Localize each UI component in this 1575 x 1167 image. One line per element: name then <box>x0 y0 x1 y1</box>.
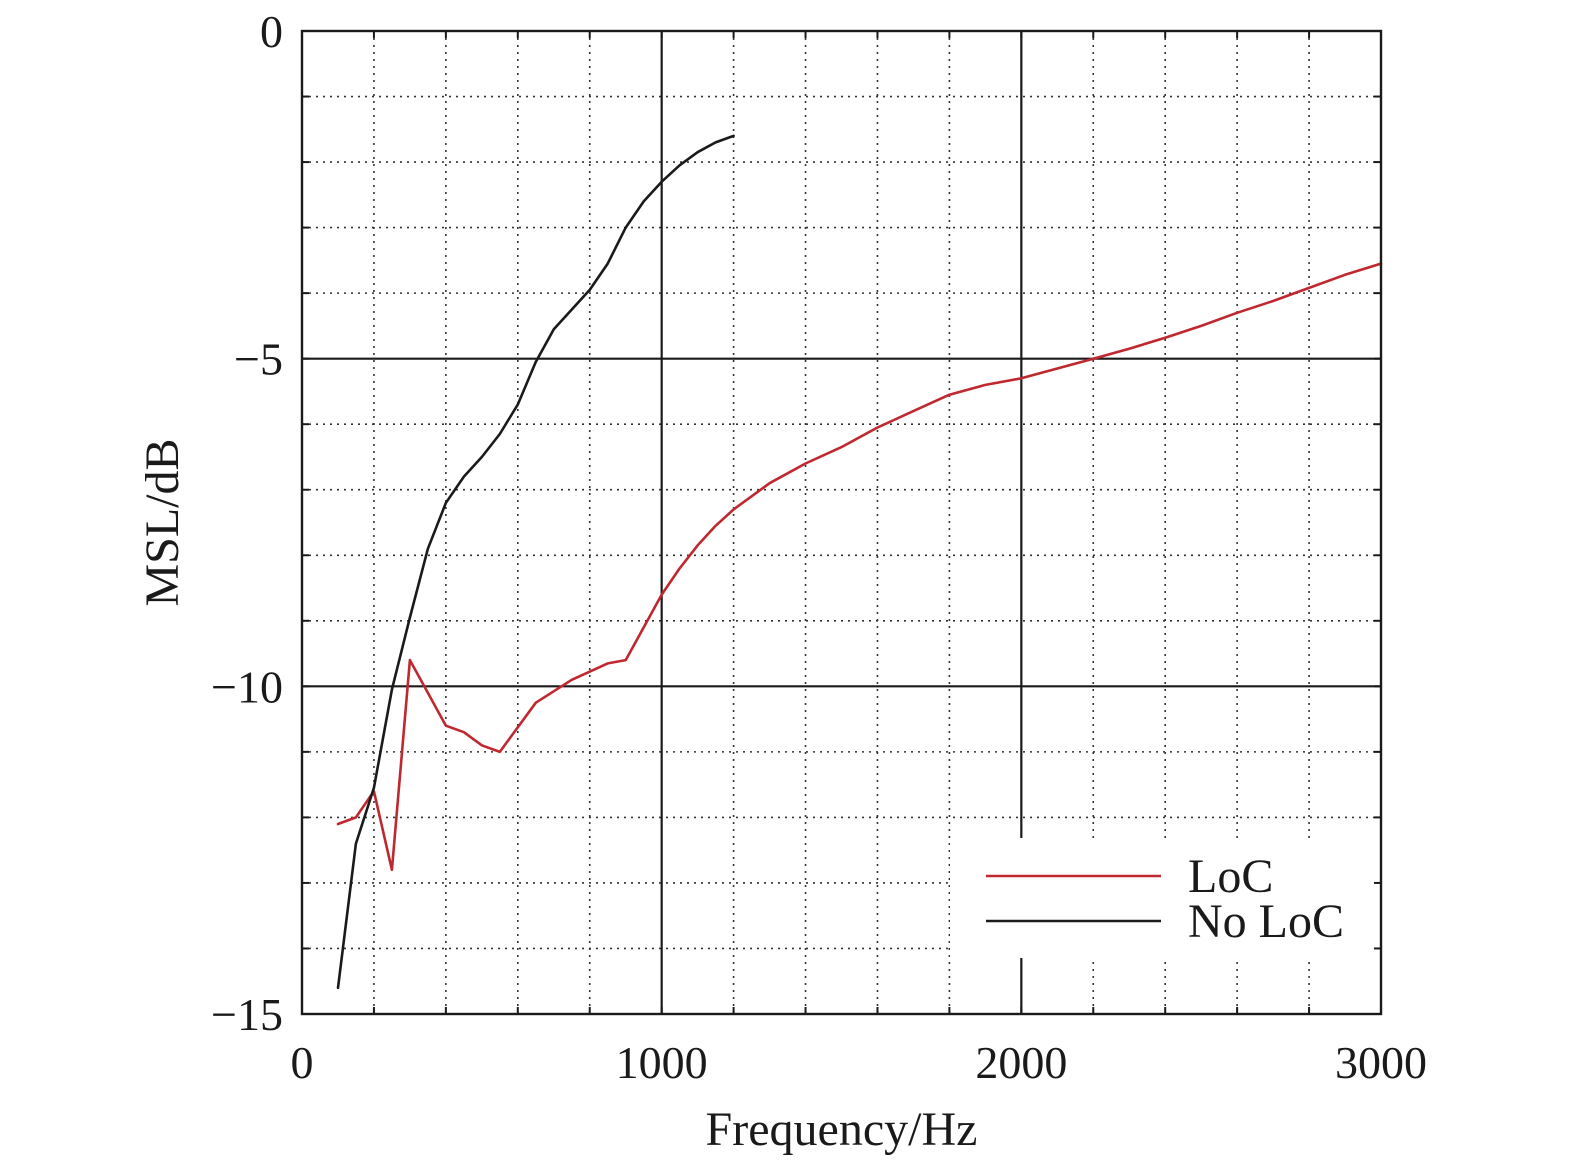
y-axis-title: MSL/dB <box>136 438 189 606</box>
series-line-loc <box>336 262 1383 872</box>
x-tick-labels: 0 1000 2000 3000 <box>291 1037 1428 1088</box>
legend-background <box>950 838 1378 958</box>
legend-label-loc: LoC <box>1188 850 1273 903</box>
y-tick-label: −10 <box>211 661 283 712</box>
x-tick-label: 0 <box>291 1037 314 1088</box>
series-lines <box>336 134 1383 990</box>
y-tick-label: −15 <box>211 989 283 1040</box>
y-tick-labels: 0 −5 −10 −15 <box>211 6 283 1040</box>
legend-label-no-loc: No LoC <box>1188 895 1344 948</box>
plot-frame <box>300 29 1383 1016</box>
minor-grid <box>302 31 1381 1014</box>
axis-ticks <box>301 30 1382 1015</box>
x-tick-label: 2000 <box>975 1037 1067 1088</box>
y-tick-label: −5 <box>234 334 283 385</box>
x-axis-title: Frequency/Hz <box>706 1103 978 1156</box>
series-line-no-loc <box>336 134 735 990</box>
y-tick-label: 0 <box>260 6 283 57</box>
x-tick-label: 1000 <box>616 1037 708 1088</box>
x-tick-label: 3000 <box>1335 1037 1427 1088</box>
